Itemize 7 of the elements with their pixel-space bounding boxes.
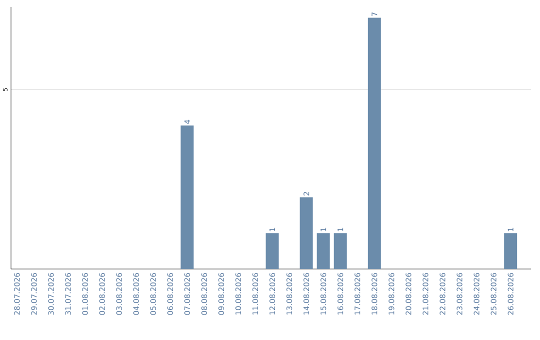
bar xyxy=(180,125,194,269)
bar xyxy=(334,233,347,269)
bar xyxy=(504,233,518,269)
bar xyxy=(316,233,330,269)
bar xyxy=(300,197,313,269)
bar xyxy=(266,233,279,269)
bar xyxy=(368,18,381,269)
